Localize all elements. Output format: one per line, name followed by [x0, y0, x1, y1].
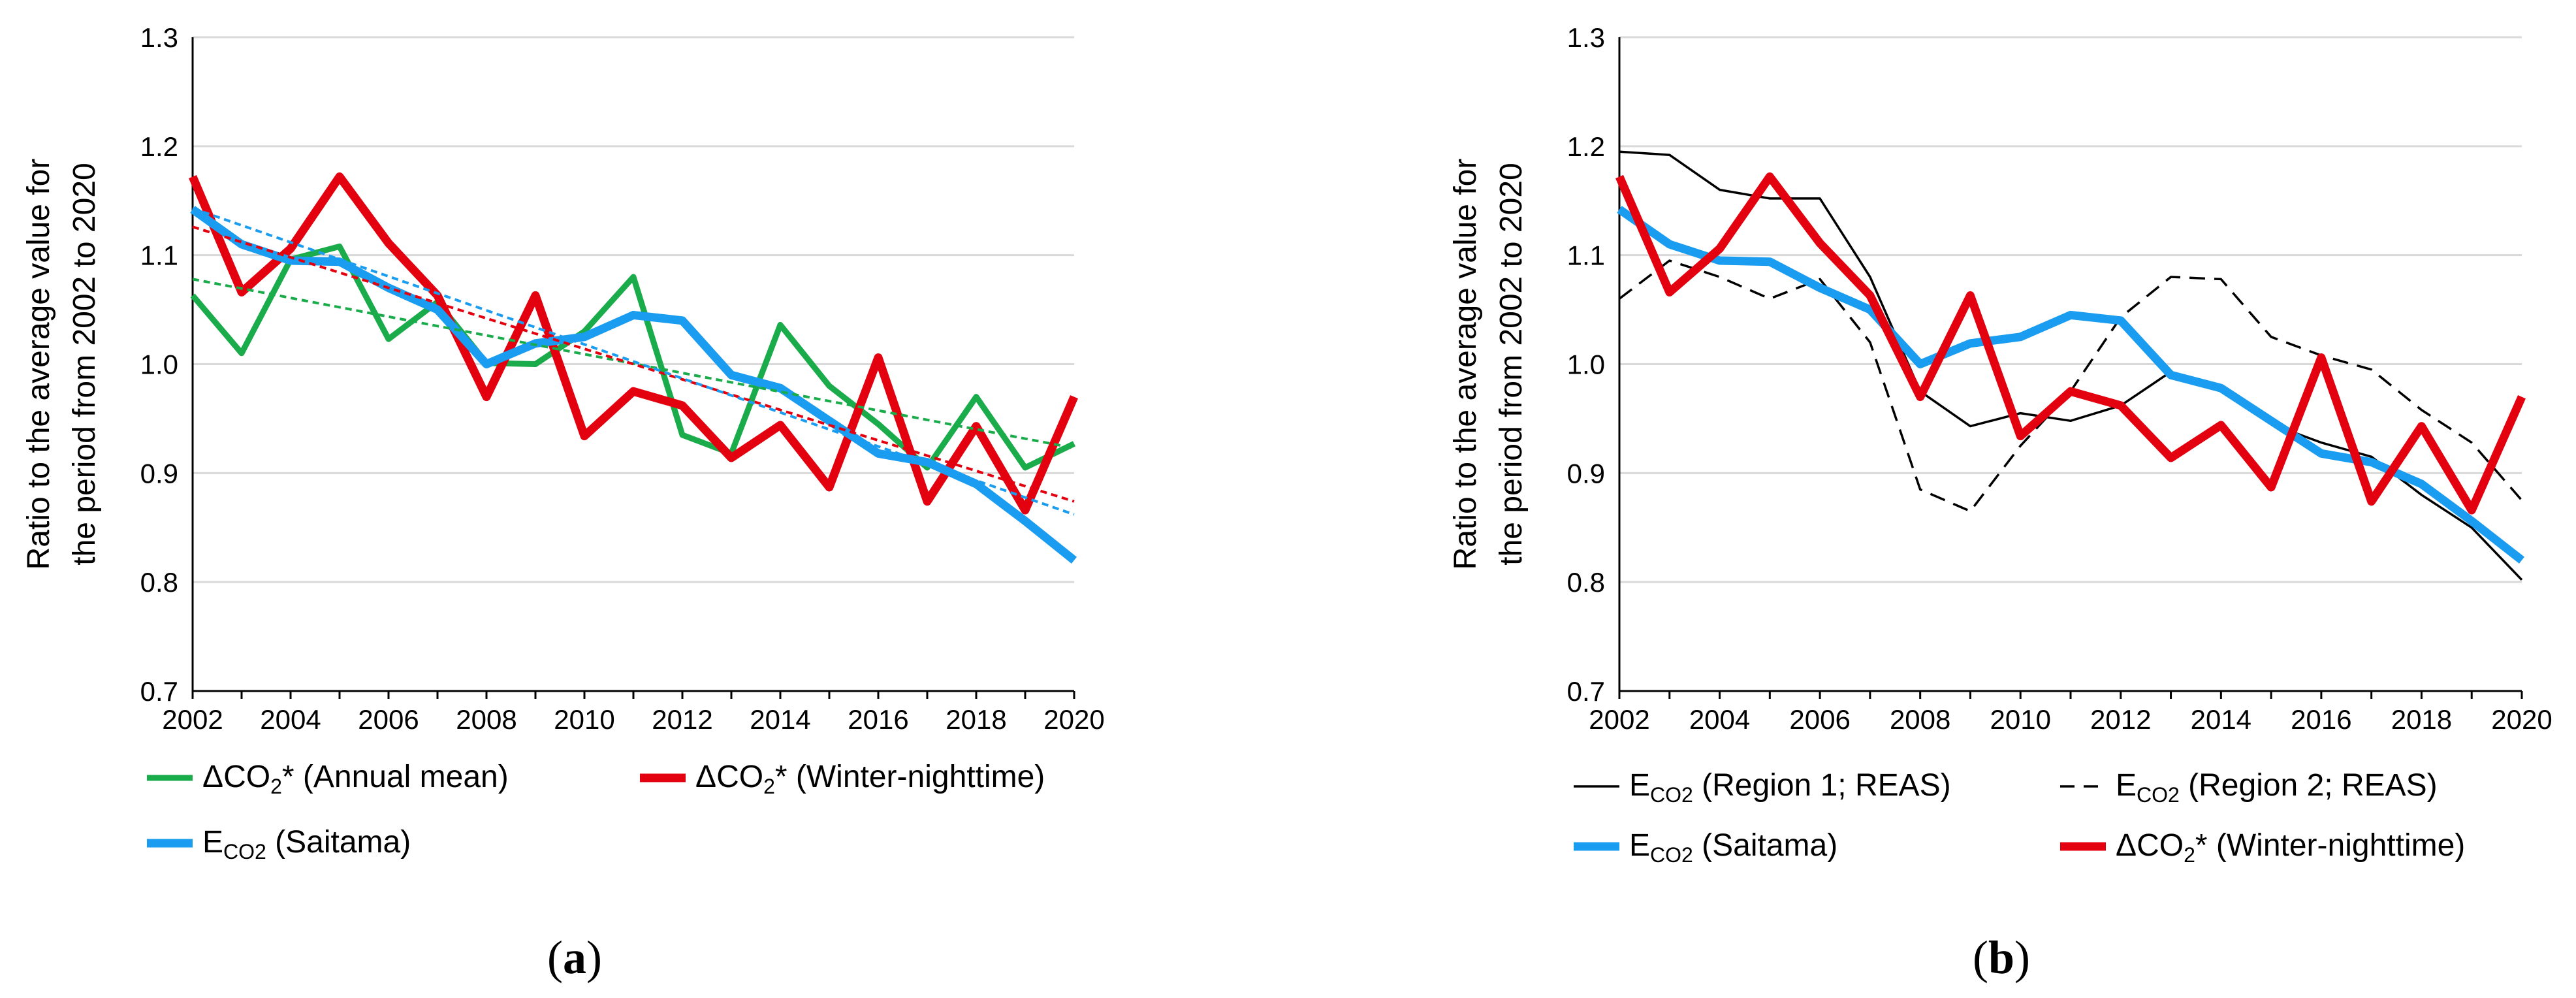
panel-a-x-tick-label: 2016: [848, 704, 908, 735]
panel-b-legend-label: ECO2 (Region 1; REAS): [1629, 768, 1951, 807]
panel-b-series-line-3: [1615, 172, 2526, 515]
panel-a-x-tick-label: 2020: [1043, 704, 1104, 735]
panel-b-x-tick-label: 2002: [1589, 704, 1649, 735]
panel-b-y-tick-label: 1.2: [1567, 131, 1605, 162]
panel-b-x-tick-label: 2020: [2491, 704, 2552, 735]
panel-b-legend-label: ECO2 (Region 2; REAS): [2116, 768, 2438, 807]
panel-a-x-tick-label: 2002: [162, 704, 223, 735]
panel-b-x-tick-label: 2018: [2391, 704, 2452, 735]
panel-a-y-tick-label: 1.0: [140, 349, 178, 380]
panel-a-x-tick-label: 2006: [358, 704, 419, 735]
panel-a-series-line-1: [189, 172, 1078, 515]
panel-b-series-line-2: [1617, 206, 2525, 564]
panel-b-x-tick-label: 2016: [2291, 704, 2351, 735]
panel-b-y-tick-label: 1.0: [1567, 349, 1605, 380]
panel-b-y-tick-label: 0.8: [1567, 567, 1605, 598]
panel-b-x-tick-label: 2004: [1689, 704, 1750, 735]
panel-b-x-tick-label: 2008: [1890, 704, 1950, 735]
panel-a-legend-label: ECO2 (Saitama): [202, 825, 411, 863]
panel-a-x-tick-label: 2010: [554, 704, 614, 735]
panel-b-label: (b): [1973, 931, 2030, 984]
panel-a-y-tick-label: 0.8: [140, 567, 178, 598]
panel-b-legend-label: ΔCO2* (Winter-nighttime): [2116, 828, 2465, 867]
panel-a-y-tick-label: 0.7: [140, 676, 178, 707]
panel-b-y-tick-label: 0.7: [1567, 676, 1605, 707]
panel-a-y-tick-label: 1.3: [140, 22, 178, 53]
panel-a-x-tick-label: 2018: [946, 704, 1006, 735]
panel-a-chart: 0.7 0.8 0.9 1.0 1.1 1.2 1.3 2002 2004 2006 2008 201…: [22, 22, 1105, 984]
panel-b-y-axis-label-line2: the period from 2002 to 2020: [1494, 163, 1529, 565]
panel-a-y-tick-label: 0.9: [140, 458, 178, 489]
panel-b-y-tick-label: 1.3: [1567, 22, 1605, 53]
panel-b-x-tick-label: 2014: [2191, 704, 2251, 735]
panel-a-x-tick-label: 2004: [260, 704, 321, 735]
panel-b-x-tick-label: 2012: [2090, 704, 2151, 735]
panel-a-legend-label: ΔCO2* (Winter-nighttime): [695, 760, 1045, 798]
panel-b-x-tick-label: 2010: [1990, 704, 2051, 735]
panel-a-label: (a): [547, 931, 602, 984]
panel-b-legend-label: ECO2 (Saitama): [1629, 828, 1837, 867]
panel-b-chart: 0.7 0.8 0.9 1.0 1.1 1.2 1.3 2002 2004 2006 2008 201…: [1448, 22, 2552, 984]
panel-b-x-tick-label: 2006: [1789, 704, 1850, 735]
panel-b-series-line-0: [1619, 150, 2523, 581]
panel-a-series-line-0: [190, 243, 1075, 471]
panel-b-y-tick-label: 1.1: [1567, 240, 1605, 271]
panel-a-y-tick-label: 1.2: [140, 131, 178, 162]
panel-a-x-tick-label: 2012: [652, 704, 712, 735]
panel-a-y-axis-label-line1: Ratio to the average value for: [22, 159, 56, 570]
panel-a-y-tick-label: 1.1: [140, 240, 178, 271]
panel-a-x-tick-label: 2014: [750, 704, 810, 735]
panel-a-trendline-2: [192, 207, 1075, 516]
panel-b-y-axis-label-line1: Ratio to the average value for: [1448, 159, 1483, 570]
panel-b-y-tick-label: 0.9: [1567, 458, 1605, 489]
panel-a-x-tick-label: 2008: [456, 704, 517, 735]
panel-a-y-axis-label-line2: the period from 2002 to 2020: [67, 163, 102, 565]
panel-a-legend-label: ΔCO2* (Annual mean): [202, 760, 509, 798]
panel-a-trendline-1: [192, 225, 1075, 503]
